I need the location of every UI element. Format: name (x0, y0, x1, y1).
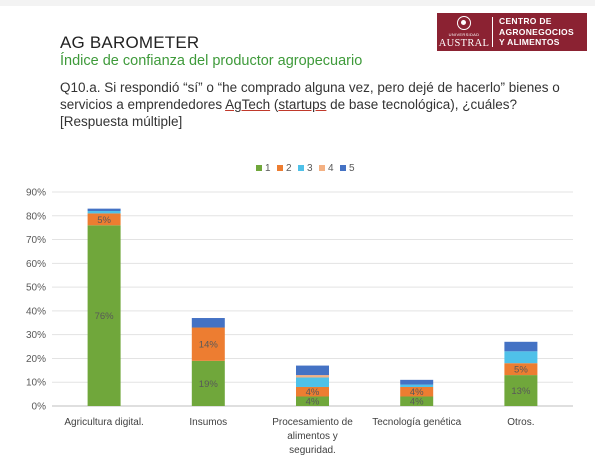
page-subtitle: Índice de confianza del productor agrope… (60, 53, 363, 69)
y-tick-label: 60% (26, 259, 46, 270)
logo-center-name: CENTRO DE AGRONEGOCIOS Y ALIMENTOS (499, 16, 574, 48)
data-label: 4% (410, 397, 424, 408)
logo-university-small: UNIVERSIDAD (448, 32, 480, 37)
bar-segment (504, 341, 538, 352)
bar-segment (87, 225, 121, 406)
x-tick-label: Tecnología genética (372, 417, 461, 428)
y-tick-label: 10% (26, 378, 46, 389)
legend-label: 2 (286, 163, 292, 174)
y-tick-label: 90% (26, 188, 46, 199)
data-label: 14% (199, 340, 219, 351)
logo-university-name: AUSTRAL (438, 38, 490, 49)
page-title: AG BAROMETER (60, 33, 200, 52)
legend-swatch (256, 165, 262, 171)
y-tick-label: 30% (26, 330, 46, 341)
data-label: 4% (306, 387, 320, 398)
bar-segment (400, 386, 434, 397)
legend-swatch (319, 165, 325, 171)
question-underlined-startups: startups (278, 97, 327, 112)
bar-segment (191, 327, 225, 361)
y-tick-label: 50% (26, 283, 46, 294)
bar-segment (400, 396, 434, 406)
x-tick-label: seguridad. (289, 445, 336, 456)
logo-line-2: AGRONEGOCIOS (499, 26, 574, 37)
seal-icon (457, 16, 471, 30)
logo-line-3: Y ALIMENTOS (499, 37, 560, 47)
bar-segment (504, 363, 538, 376)
data-label: 76% (95, 311, 115, 322)
bar-segment (400, 379, 434, 385)
data-label: 5% (514, 365, 528, 376)
data-label: 4% (306, 397, 320, 408)
bar-segment (504, 375, 538, 406)
bar-segment (296, 377, 329, 387)
bar-segment (400, 384, 434, 387)
data-label: 19% (199, 379, 219, 390)
y-tick-label: 40% (26, 306, 46, 317)
legend-swatch (277, 165, 283, 171)
legend-label: 1 (265, 163, 271, 174)
bar-segment (504, 351, 538, 364)
logo-emblem: UNIVERSIDAD AUSTRAL (437, 13, 491, 51)
question-underlined-agtech: AgTech (225, 97, 271, 112)
x-tick-label: alimentos y (287, 431, 338, 442)
legend-label: 3 (307, 163, 313, 174)
bar-segment (191, 360, 225, 406)
question-text-3: de base tecnológica), ¿cuáles? [Respuest… (60, 97, 518, 129)
survey-question: Q10.a. Si respondió “sí” o “he comprado … (60, 79, 560, 130)
legend-label: 4 (328, 163, 334, 174)
logo-divider (492, 17, 493, 47)
legend-swatch (340, 165, 346, 171)
austral-logo: UNIVERSIDAD AUSTRAL CENTRO DE AGRONEGOCI… (437, 13, 587, 51)
y-tick-label: 80% (26, 211, 46, 222)
bar-segment (87, 208, 121, 212)
legend-label: 5 (349, 163, 355, 174)
question-text-1: Q10.a. Si respondió “sí” o “he comprado … (60, 80, 560, 112)
x-tick-label: Procesamiento de (272, 417, 353, 428)
x-tick-label: Insumos (189, 417, 227, 428)
bar-segment (87, 211, 121, 214)
data-label: 5% (97, 215, 111, 226)
bar-segment (191, 318, 225, 328)
data-label: 4% (410, 387, 424, 398)
bar-segment (87, 213, 121, 226)
x-tick-label: Otros. (507, 417, 534, 428)
legend-swatch (298, 165, 304, 171)
y-tick-label: 70% (26, 235, 46, 246)
logo-line-1: CENTRO DE (499, 16, 552, 26)
bar-segment (296, 386, 329, 397)
question-text-2: ( (270, 97, 279, 112)
top-strip (0, 0, 595, 6)
bar-segment (296, 365, 329, 376)
data-label: 13% (511, 386, 531, 397)
y-tick-label: 0% (32, 402, 47, 413)
x-tick-label: Agricultura digital. (64, 417, 143, 428)
bar-segment (296, 375, 329, 378)
y-tick-label: 20% (26, 354, 46, 365)
bar-segment (296, 396, 329, 406)
